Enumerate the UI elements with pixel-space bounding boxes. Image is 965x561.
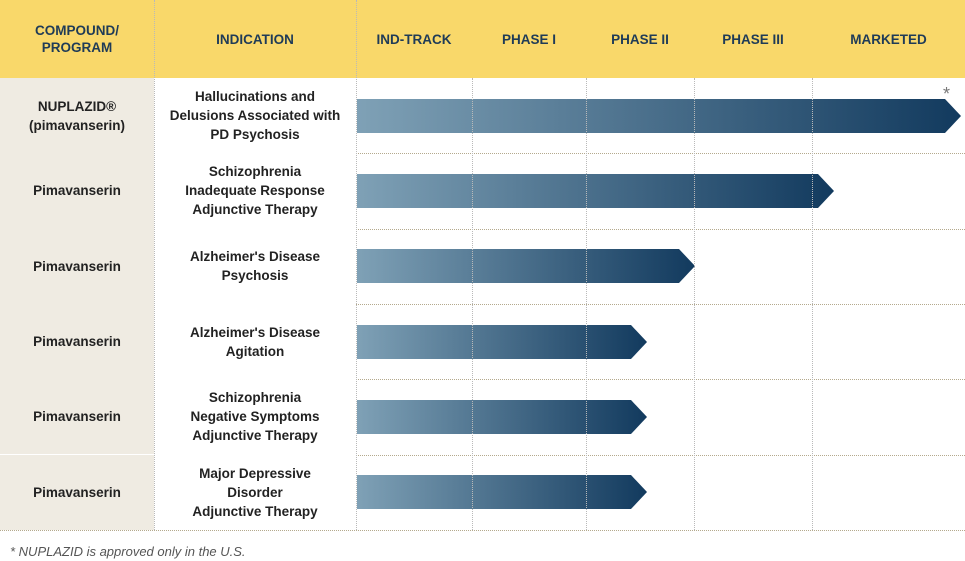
compound-cell: Pimavanserin <box>0 379 154 455</box>
progress-arrow <box>357 324 647 359</box>
indication-cell: Alzheimer's Disease Psychosis <box>154 228 356 304</box>
column-divider <box>154 0 155 530</box>
progress-arrow <box>357 98 961 133</box>
column-divider <box>472 78 473 530</box>
compound-cell: NUPLAZID® (pimavanserin) <box>0 78 154 154</box>
row-divider <box>0 379 965 381</box>
pipeline-table: COMPOUND/ PROGRAM INDICATION IND-TRACK P… <box>0 0 965 531</box>
header-phase-3: PHASE III <box>694 0 812 78</box>
header-compound: COMPOUND/ PROGRAM <box>0 0 154 78</box>
indication-cell: Hallucinations and Delusions Associated … <box>154 78 356 154</box>
header-marketed: MARKETED <box>812 0 965 78</box>
header-phase-2: PHASE II <box>586 0 694 78</box>
progress-arrow <box>357 399 647 434</box>
progress-arrow <box>357 173 834 208</box>
asterisk-mark: * <box>943 84 951 104</box>
row-divider <box>0 153 965 155</box>
header-indication: INDICATION <box>154 0 356 78</box>
indication-cell: Major Depressive Disorder Adjunctive The… <box>154 454 356 530</box>
compound-cell: Pimavanserin <box>0 153 154 229</box>
progress-arrow <box>357 475 647 510</box>
row-divider <box>0 303 965 305</box>
column-divider <box>586 78 587 530</box>
row-divider <box>0 529 965 531</box>
indication-cell: Schizophrenia Negative Symptoms Adjuncti… <box>154 379 356 455</box>
column-divider <box>812 78 813 530</box>
header-ind-track: IND-TRACK <box>356 0 472 78</box>
header-phase-1: PHASE I <box>472 0 586 78</box>
footnote: * NUPLAZID is approved only in the U.S. <box>10 544 246 559</box>
indication-cell: Schizophrenia Inadequate Response Adjunc… <box>154 153 356 229</box>
column-divider <box>694 78 695 530</box>
compound-cell: Pimavanserin <box>0 454 154 530</box>
compound-cell: Pimavanserin <box>0 303 154 380</box>
row-divider <box>0 454 965 456</box>
compound-cell: Pimavanserin <box>0 228 154 304</box>
row-divider <box>0 228 965 230</box>
progress-arrow <box>357 249 695 284</box>
indication-cell: Alzheimer's Disease Agitation <box>154 303 356 380</box>
column-divider <box>356 0 357 530</box>
